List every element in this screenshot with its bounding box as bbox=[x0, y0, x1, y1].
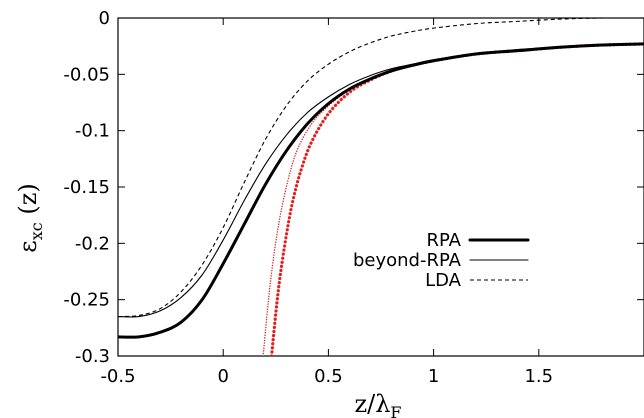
legend-label-beyond-rpa: beyond-RPA bbox=[353, 250, 462, 271]
x-tick-label: 0.5 bbox=[314, 366, 343, 387]
y-tick-label: -0.1 bbox=[75, 121, 110, 142]
legend-label-rpa: RPA bbox=[426, 230, 461, 251]
y-tick-label: -0.2 bbox=[75, 233, 110, 254]
x-tick-label: 1.5 bbox=[524, 366, 553, 387]
y-tick-label: -0.3 bbox=[75, 346, 110, 367]
legend-label-lda: LDA bbox=[425, 270, 462, 291]
x-tick-label: -0.5 bbox=[100, 366, 135, 387]
x-axis-label: z/λF bbox=[354, 390, 401, 418]
x-tick-label: 0 bbox=[217, 366, 228, 387]
series-line-lda bbox=[118, 18, 644, 318]
y-tick-label: -0.25 bbox=[63, 290, 110, 311]
y-tick-label: -0.05 bbox=[63, 64, 110, 85]
series-line-rpa bbox=[118, 42, 644, 339]
y-tick-label: -0.15 bbox=[63, 177, 110, 198]
series-line-beyond-rpa bbox=[118, 43, 644, 318]
y-tick-label: 0 bbox=[99, 8, 110, 29]
y-axis-label: εxc (z) bbox=[14, 183, 46, 252]
series-line-red-dotted-thin bbox=[262, 43, 644, 356]
x-tick-label: 1 bbox=[428, 366, 439, 387]
series-line-red-dotted-thick bbox=[269, 42, 644, 356]
